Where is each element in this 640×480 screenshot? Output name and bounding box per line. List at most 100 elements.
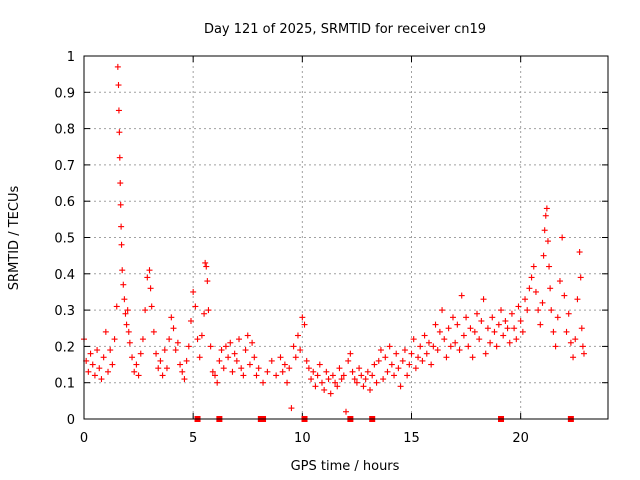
data-point [380, 376, 387, 383]
data-point [539, 299, 546, 306]
data-point [98, 376, 105, 383]
data-point [463, 314, 470, 321]
data-point [436, 328, 443, 335]
data-point [273, 372, 280, 379]
data-point [552, 343, 559, 350]
data-point [417, 343, 424, 350]
data-point [209, 368, 216, 375]
data-point [118, 241, 125, 248]
x-tick-label: 5 [189, 431, 197, 446]
data-point [113, 303, 120, 310]
data-point [480, 296, 487, 303]
x-tick-label: 20 [512, 431, 529, 446]
data-point [578, 325, 585, 332]
data-point [166, 336, 173, 343]
data-point [168, 314, 175, 321]
data-point [194, 336, 201, 343]
data-point [212, 372, 218, 379]
data-point [111, 336, 118, 343]
data-point [491, 328, 498, 335]
data-point [126, 339, 133, 346]
data-point [96, 365, 103, 372]
data-point [467, 325, 474, 332]
data-point [576, 249, 583, 256]
data-point [286, 365, 293, 372]
data-point [260, 379, 267, 386]
data-point [474, 310, 480, 317]
data-point [179, 368, 186, 375]
data-point [563, 328, 570, 335]
data-point [201, 310, 208, 317]
data-point [373, 379, 380, 386]
data-point [460, 332, 467, 339]
data-point [445, 325, 452, 332]
data-point [508, 310, 515, 317]
data-point [528, 274, 535, 281]
data-point [177, 361, 184, 368]
data-point [559, 234, 566, 241]
data-point [540, 252, 547, 259]
data-point [454, 321, 461, 328]
data-point [506, 339, 513, 346]
data-point [517, 317, 524, 324]
data-point [94, 347, 101, 354]
data-point [511, 325, 518, 332]
data-point [570, 354, 577, 361]
data-point [116, 129, 123, 136]
data-point [233, 357, 240, 364]
x-axis-ticks: 0 5 10 15 20 [80, 56, 529, 446]
data-point [382, 354, 389, 361]
data-point [574, 296, 581, 303]
data-point [541, 227, 548, 234]
data-point [216, 357, 223, 364]
data-point [192, 303, 199, 310]
data-point [144, 274, 151, 281]
data-point [198, 332, 205, 339]
data-point [161, 347, 168, 354]
data-point [428, 361, 435, 368]
data-point [425, 339, 432, 346]
data-point [336, 365, 343, 372]
data-point [412, 365, 419, 372]
data-point [91, 372, 98, 379]
data-point [222, 343, 229, 350]
data-point [449, 314, 456, 321]
data-point [122, 310, 129, 317]
data-point [577, 274, 584, 281]
y-tick-label: 0.4 [54, 268, 75, 283]
data-point [532, 288, 539, 295]
data-point [279, 368, 286, 375]
data-point [415, 354, 422, 361]
y-tick-label: 0.2 [54, 340, 75, 355]
data-point [544, 238, 551, 245]
data-point [124, 307, 131, 314]
data-point [443, 354, 450, 361]
data-point [522, 296, 529, 303]
x-tick-label: 0 [80, 431, 88, 446]
y-axis-label: SRMTID / TECUs [7, 186, 22, 291]
data-point [353, 379, 360, 386]
data-point [207, 343, 214, 350]
data-point [395, 365, 402, 372]
data-point [498, 307, 505, 314]
data-point [369, 372, 376, 379]
data-point [572, 336, 579, 343]
data-point [334, 383, 341, 390]
data-point [117, 201, 124, 208]
y-axis-ticks: 0 0.1 0.2 0.3 0.4 0.5 0.6 0.7 0.8 0.9 1 [54, 50, 608, 428]
data-point [303, 357, 310, 364]
data-point [547, 285, 554, 292]
data-point [139, 336, 146, 343]
data-point [391, 372, 398, 379]
data-point [308, 376, 315, 383]
data-point [174, 339, 181, 346]
data-point [329, 372, 336, 379]
data-point [332, 379, 339, 386]
data-point [157, 357, 164, 364]
data-point [240, 372, 247, 379]
data-point [561, 292, 568, 299]
data-point [434, 347, 441, 354]
data-point [469, 354, 476, 361]
data-point [190, 288, 197, 295]
